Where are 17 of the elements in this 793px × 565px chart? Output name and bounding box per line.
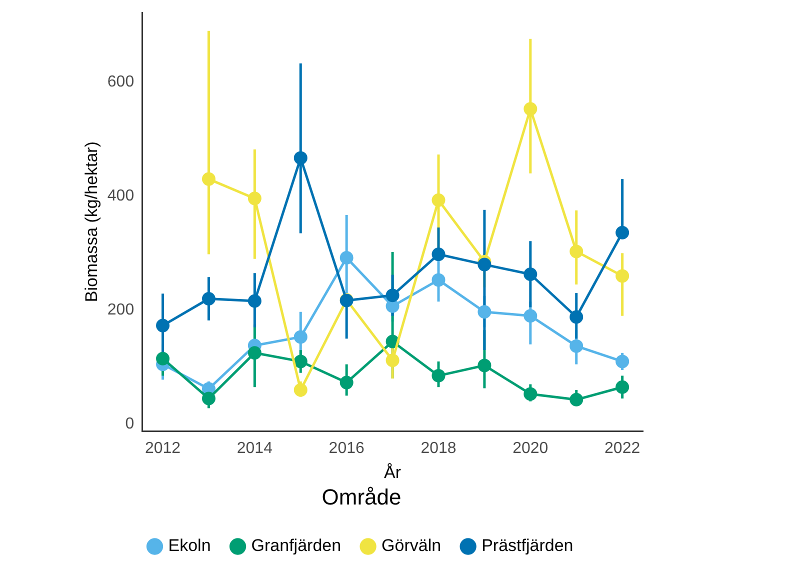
legend-label: Ekoln	[168, 536, 211, 556]
x-tick-label: 2012	[144, 440, 181, 458]
legend-title: Område	[322, 484, 402, 510]
y-tick-label: 600	[107, 74, 134, 91]
legend-label: Prästfjärden	[482, 536, 574, 556]
y-tick-label: 0	[125, 416, 134, 433]
x-tick-label: 2014	[236, 440, 273, 458]
legend-label: Görväln	[382, 536, 442, 556]
y-tick-label: 400	[107, 188, 134, 205]
x-tick-label: 2020	[512, 440, 548, 458]
x-tick-label: 2022	[604, 440, 640, 458]
x-axis-title: År	[384, 463, 402, 482]
y-axis-title: Biomassa (kg/hektar)	[82, 141, 101, 302]
x-tick-label: 2018	[420, 440, 456, 458]
legend-label: Granfjärden	[251, 536, 342, 556]
y-tick-label: 200	[107, 302, 134, 319]
x-tick-label: 2016	[328, 440, 364, 458]
